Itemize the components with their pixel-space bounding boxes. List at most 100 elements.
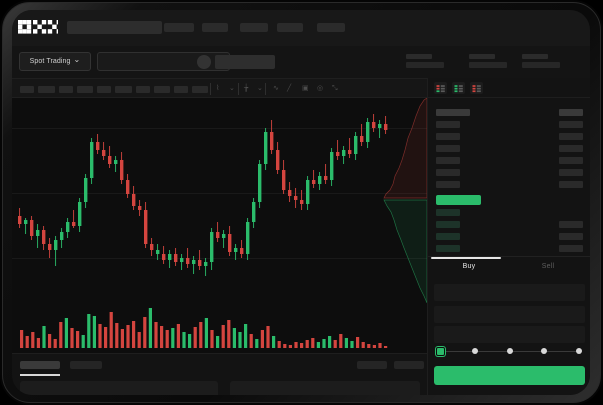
nav-item-1[interactable] xyxy=(202,23,228,32)
price-chart[interactable] xyxy=(12,98,427,353)
fullscreen-icon[interactable]: ⤡ xyxy=(332,85,338,92)
line-tool-icon[interactable]: ∿ xyxy=(273,85,279,92)
pair-bar: Spot Trading ⌄ ⌄ xyxy=(12,46,590,78)
volume-series xyxy=(20,308,388,348)
toolbar-divider-2 xyxy=(265,83,266,95)
toolbar-chip-3[interactable] xyxy=(77,86,93,93)
bid-row-size-3[interactable] xyxy=(559,245,583,252)
submit-order-button[interactable] xyxy=(434,366,585,385)
toolbar-chip-1[interactable] xyxy=(38,86,55,93)
ask-row-size-4[interactable] xyxy=(559,157,583,164)
toolbar-chip-9[interactable] xyxy=(192,86,208,93)
orders-tab-0[interactable] xyxy=(20,361,60,369)
percent-slider[interactable] xyxy=(436,346,583,356)
ask-row-size-3[interactable] xyxy=(559,145,583,152)
ask-row-price-1[interactable] xyxy=(436,121,460,128)
toolbar-chip-0[interactable] xyxy=(20,86,34,93)
orderbook-bids-icon[interactable] xyxy=(452,82,465,94)
toolbar-chip-8[interactable] xyxy=(174,86,188,93)
bid-row-size-2[interactable] xyxy=(559,233,583,240)
ask-row-price-6[interactable] xyxy=(436,181,460,188)
price-field[interactable] xyxy=(434,284,585,301)
gridline-2 xyxy=(12,258,427,259)
toolbar-chip-4[interactable] xyxy=(97,86,111,93)
indicator-icon[interactable]: ⌇ xyxy=(216,85,220,92)
orders-panel xyxy=(12,353,427,395)
total-field[interactable] xyxy=(434,326,585,343)
slider-handle[interactable] xyxy=(436,347,445,356)
chevron-down-icon: ⌄ xyxy=(73,55,81,64)
ask-row-size-6[interactable] xyxy=(559,181,583,188)
buy-sell-tabs: Buy Sell xyxy=(428,256,590,278)
ask-row-price-0[interactable] xyxy=(436,109,470,116)
ticker-label-0 xyxy=(406,54,432,59)
orders-card-1 xyxy=(230,381,420,395)
orders-action-0[interactable] xyxy=(357,361,387,369)
pencil-icon[interactable]: ╱ xyxy=(287,85,292,92)
orders-card-0 xyxy=(20,381,218,395)
slider-step-100[interactable] xyxy=(576,348,582,354)
ticker-value-0 xyxy=(406,62,444,68)
orderbook[interactable] xyxy=(428,99,590,254)
toolbar-chip-6[interactable] xyxy=(136,86,150,93)
candlestick-series xyxy=(18,114,388,276)
orderbook-asks-icon[interactable] xyxy=(470,82,483,94)
ask-row-price-2[interactable] xyxy=(436,133,460,140)
ticker-value-2 xyxy=(522,62,560,68)
ask-row-size-1[interactable] xyxy=(559,121,583,128)
okx-logo[interactable] xyxy=(18,20,58,34)
ask-row-price-3[interactable] xyxy=(436,145,460,152)
ask-row-price-4[interactable] xyxy=(436,157,460,164)
camera-icon[interactable]: ▣ xyxy=(302,85,309,92)
ticker-stat-0 xyxy=(406,54,444,68)
settings-icon[interactable]: ◎ xyxy=(317,85,324,92)
bid-row-price-0[interactable] xyxy=(436,209,460,216)
tab-sell-label: Sell xyxy=(541,263,555,270)
bid-row-price-3[interactable] xyxy=(436,245,460,252)
pair-name-placeholder xyxy=(215,55,275,69)
orderbook-both-icon[interactable] xyxy=(434,82,447,94)
bid-row-size-1[interactable] xyxy=(559,221,583,228)
search-input[interactable] xyxy=(67,21,162,34)
chevron-down-icon-2[interactable]: ⌄ xyxy=(257,85,263,92)
orderbook-header xyxy=(428,78,590,98)
ticker-stat-2 xyxy=(522,54,560,68)
tab-buy[interactable]: Buy xyxy=(433,263,505,270)
toolbar-divider-0 xyxy=(210,83,211,95)
app-screen: Spot Trading ⌄ ⌄ ⌇ ⌄ ╆ ⌄ ∿ ╱ ▣ ◎ ⤡ xyxy=(12,10,590,395)
nav-item-3[interactable] xyxy=(277,23,303,32)
nav-item-4[interactable] xyxy=(317,23,345,32)
ask-row-size-5[interactable] xyxy=(559,169,583,176)
gridline-0 xyxy=(12,128,427,129)
orders-tab-1[interactable] xyxy=(70,361,102,369)
toolbar-chip-5[interactable] xyxy=(115,86,132,93)
market-type-dropdown[interactable]: Spot Trading ⌄ xyxy=(19,52,91,71)
slider-step-50[interactable] xyxy=(506,348,513,354)
nav-item-0[interactable] xyxy=(164,23,194,32)
market-type-label: Spot Trading xyxy=(29,58,71,65)
candle-type-icon[interactable]: ╆ xyxy=(244,85,249,92)
tab-sell[interactable]: Sell xyxy=(512,263,584,270)
bid-row-price-1[interactable] xyxy=(436,221,460,228)
right-panel: Buy Sell xyxy=(427,78,590,395)
bid-row-price-2[interactable] xyxy=(436,233,460,240)
ticker-value-1 xyxy=(469,62,507,68)
slider-step-75[interactable] xyxy=(541,348,548,354)
chevron-down-icon[interactable]: ⌄ xyxy=(229,85,235,92)
coin-avatar xyxy=(197,55,211,69)
orders-action-1[interactable] xyxy=(394,361,424,369)
toolbar-chip-2[interactable] xyxy=(59,86,73,93)
ask-row-size-0[interactable] xyxy=(559,109,583,116)
ticker-label-1 xyxy=(469,54,495,59)
amount-field[interactable] xyxy=(434,306,585,323)
app-header xyxy=(12,10,590,46)
depth-chart-overlay xyxy=(383,98,427,303)
nav-item-2[interactable] xyxy=(240,23,268,32)
order-form xyxy=(428,278,590,395)
ask-row-price-5[interactable] xyxy=(436,169,460,176)
orderbook-last-price xyxy=(436,195,481,205)
toolbar-chip-7[interactable] xyxy=(154,86,170,93)
ticker-stat-1 xyxy=(469,54,507,68)
slider-step-25[interactable] xyxy=(471,348,478,354)
ask-row-size-2[interactable] xyxy=(559,133,583,140)
